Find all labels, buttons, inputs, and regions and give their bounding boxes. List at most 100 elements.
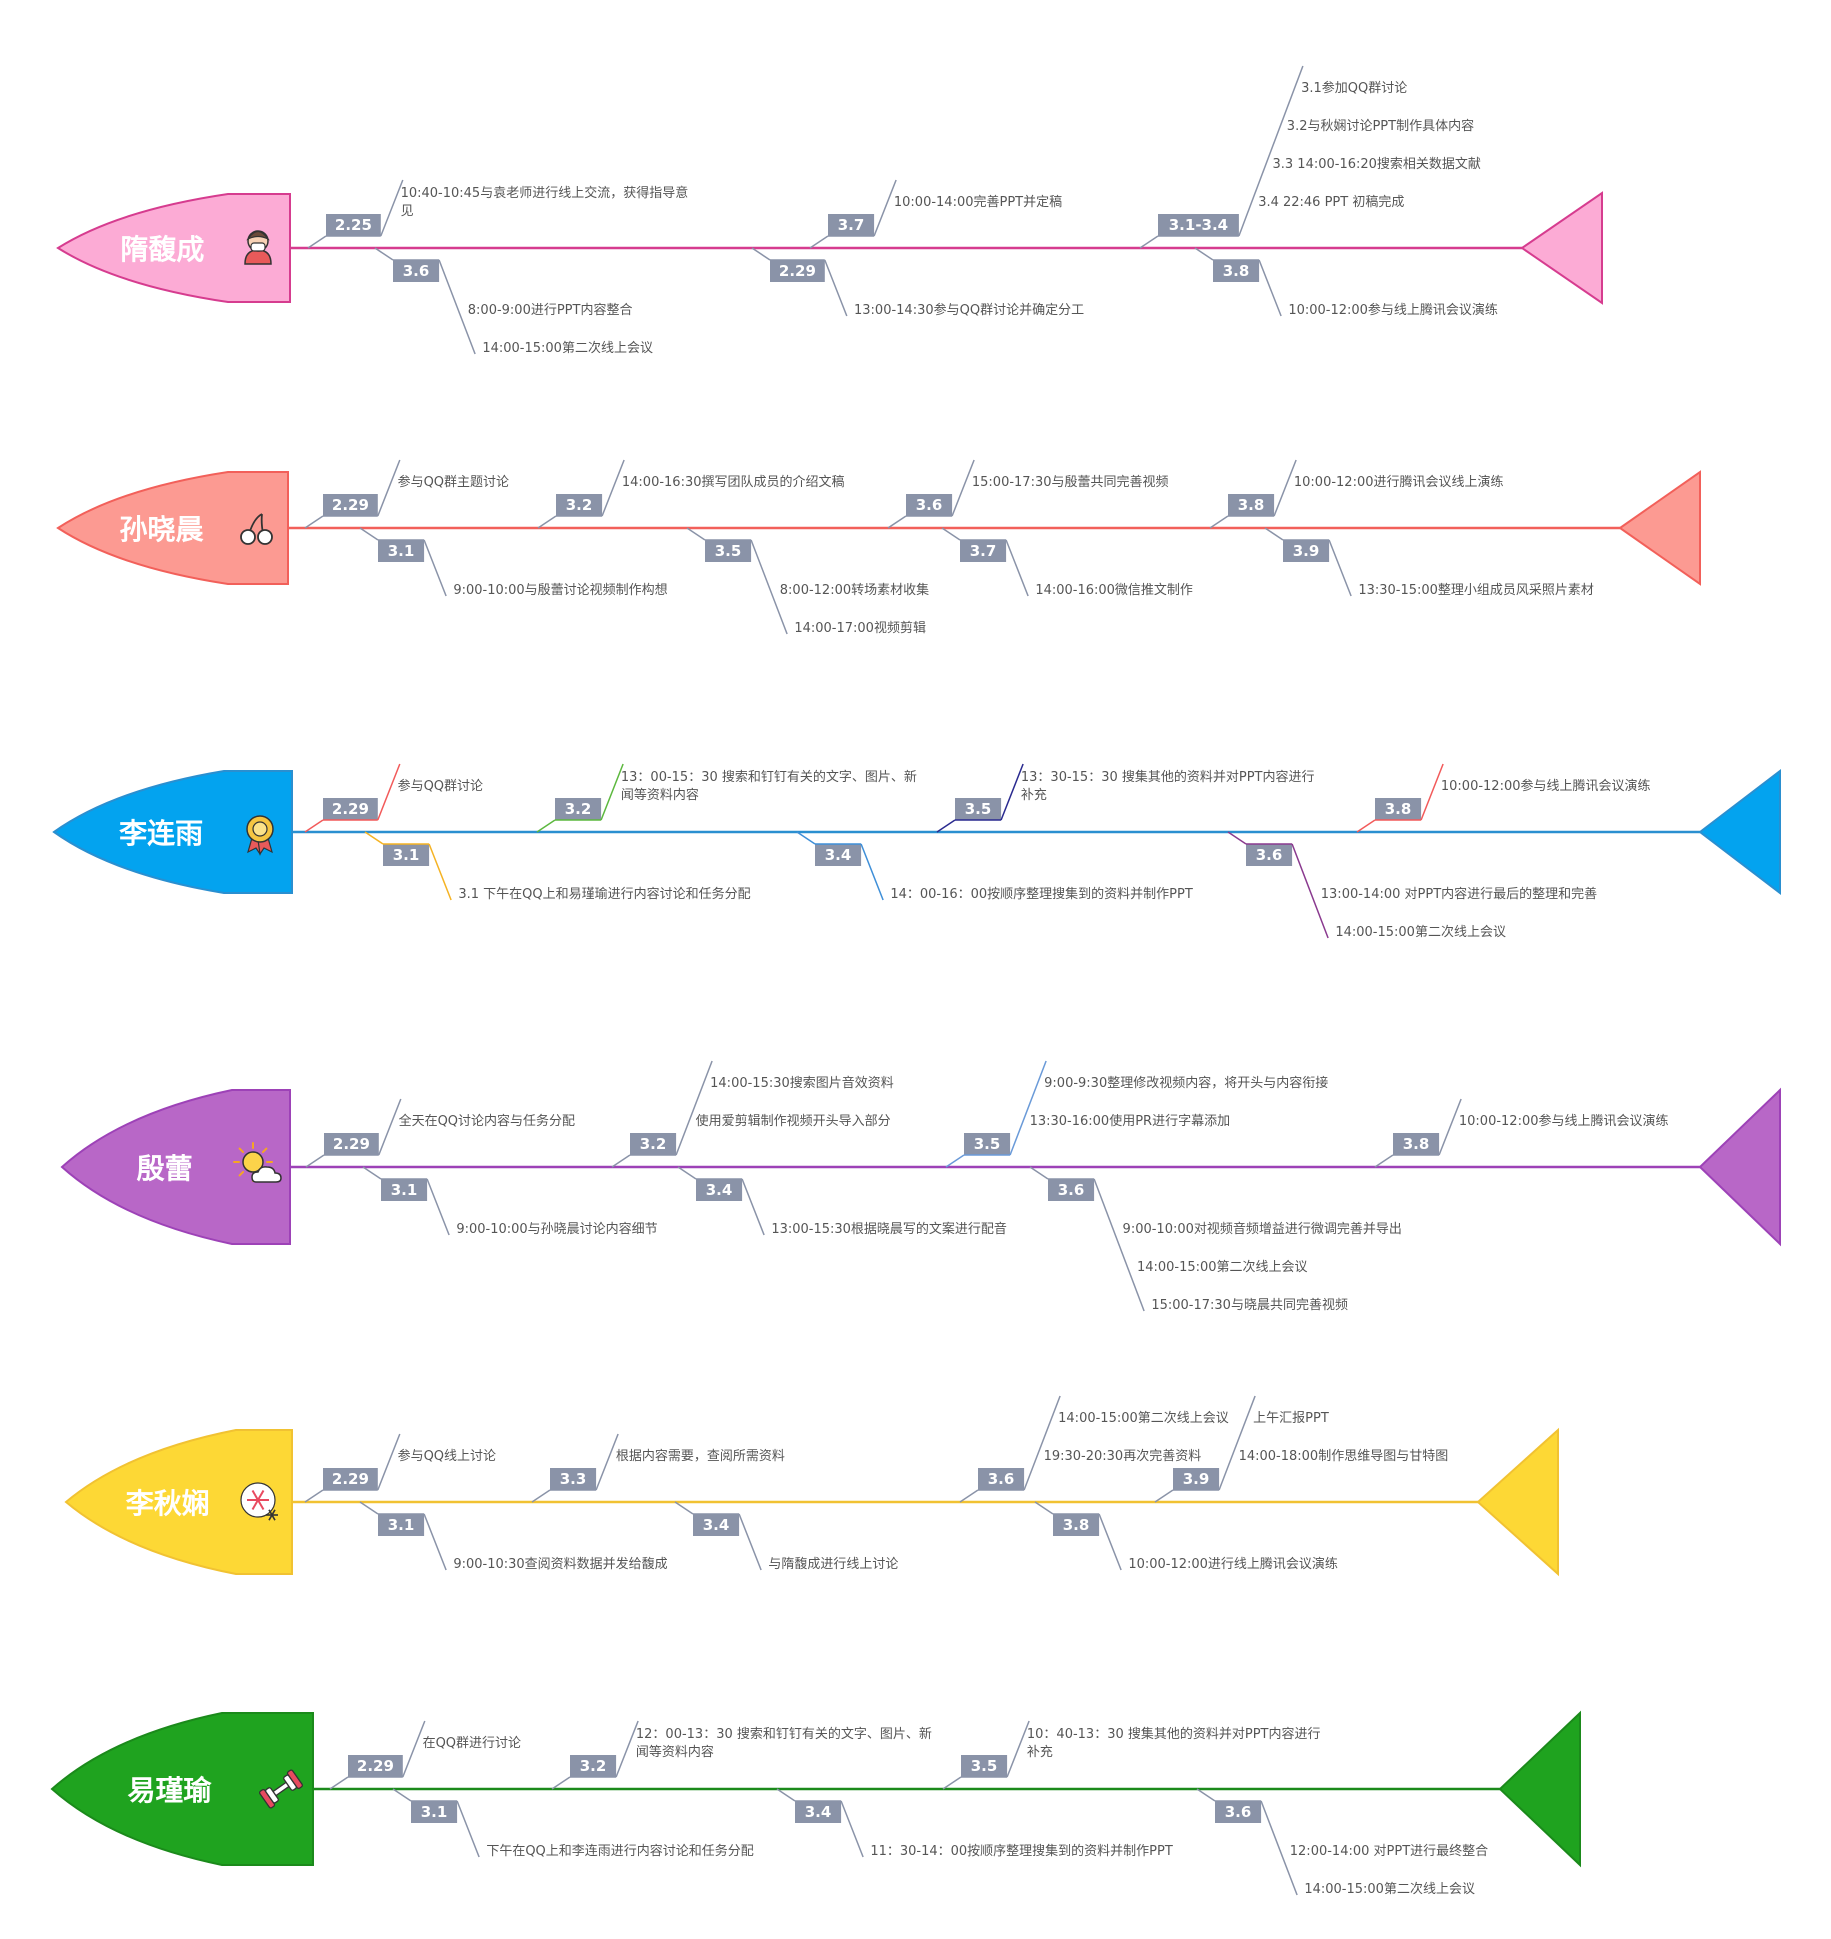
branch-bone [611, 1154, 631, 1168]
date-tag [326, 214, 381, 236]
date-tag [381, 1179, 428, 1201]
date-tag-label: 3.6 [988, 1470, 1015, 1488]
date-tag-label: 3.5 [965, 800, 992, 818]
branch-bone [359, 527, 379, 541]
item-stem [1438, 1098, 1462, 1156]
branch-bone [942, 1776, 962, 1790]
item-stem [378, 1098, 402, 1156]
item-stem [423, 1513, 447, 1571]
fish-tail [1618, 470, 1701, 586]
branch-item-text: 与隋馥成进行线上讨论 [768, 1557, 898, 1572]
branch-item-text: 13：30-15：30 搜集其他的资料并对PPT内容进行补充 [1021, 769, 1315, 803]
date-tag-label: 3.6 [1225, 1803, 1252, 1821]
branch-bone [677, 1166, 697, 1180]
branch-bone [536, 819, 556, 833]
branch-3.8: 3.8 10:00-12:00参与线上腾讯会议演练 [1374, 1098, 1669, 1168]
branch-bone [392, 1788, 412, 1802]
branch-3.1: 3.1 9:00-10:00与孙晓晨讨论内容细节 [362, 1166, 658, 1237]
branch-bone [362, 1166, 382, 1180]
date-tag-label: 3.4 [805, 1803, 832, 1821]
branch-3.6: 3.6 9:00-10:00对视频音频增益进行微调完善并导出 14:00-15:00… [1029, 1166, 1402, 1313]
branch-3.3: 3.3 根据内容需要，查阅所需资料 [531, 1433, 785, 1503]
fish-tail [1498, 1710, 1581, 1868]
snowflake-icon [240, 1482, 278, 1521]
branch-3.6: 3.6 14:00-15:00第二次线上会议 19:30-20:30再次完善资料 [959, 1395, 1229, 1503]
date-tag-label: 3.4 [703, 1516, 730, 1534]
branch-bone [1154, 1489, 1174, 1503]
date-tag [1246, 844, 1293, 866]
member-name: 孙晓晨 [119, 513, 204, 546]
item-stem [1238, 65, 1304, 237]
item-stem [1006, 1720, 1030, 1778]
date-tag [815, 844, 862, 866]
branch-3.4: 3.4 与隋馥成进行线上讨论 [674, 1501, 898, 1572]
branch-item-text: 10:00-14:00完善PPT并定稿 [894, 194, 1062, 210]
item-stem [1098, 1513, 1122, 1571]
branch-bone [1209, 515, 1229, 529]
date-tag [955, 798, 1002, 820]
date-tag-label: 3.1 [388, 542, 415, 560]
sun-cloud-icon [233, 1142, 282, 1183]
item-stem [1218, 1395, 1256, 1491]
branch-item-text: 11：30-14：00按顺序整理搜集到的资料并制作PPT [870, 1843, 1173, 1859]
branch-item-text: 9:00-10:00对视频音频增益进行微调完善并导出 [1123, 1221, 1402, 1237]
date-tag [1158, 214, 1239, 236]
date-tag [964, 1133, 1011, 1155]
date-tag [556, 494, 603, 516]
branch-bone [329, 1776, 349, 1790]
branch-item-text: 14：00-16：00按顺序整理搜集到的资料并制作PPT [890, 886, 1193, 902]
fishbone-row-5: 易瑾瑜2.29在QQ群进行讨论3.1下午在QQ上和李连雨进行内容讨论和任务分配3… [50, 1710, 1581, 1897]
item-stem [824, 259, 848, 317]
date-tag [411, 1801, 458, 1823]
branch-bone [1196, 1788, 1216, 1802]
branch-bone [531, 1489, 551, 1503]
branch-3.6: 3.6 15:00-17:30与殷蕾共同完善视频 [887, 459, 1169, 529]
date-tag [383, 844, 430, 866]
date-tag [795, 1801, 842, 1823]
branch-bone [537, 515, 557, 529]
item-stem [600, 763, 624, 821]
person-mask-icon [244, 230, 272, 265]
fishbone-row-0: 隋馥成 2.25 10:40-10:45与袁老师进行线上交流，获得指导意见 2.29 1… [56, 65, 1603, 356]
branch-item-text: 14:00-16:30撰写团队成员的介绍文稿 [622, 474, 845, 490]
branch-bone [936, 819, 956, 833]
item-stem [428, 843, 452, 901]
branch-3.2: 3.2 14:00-16:30撰写团队成员的介绍文稿 [537, 459, 845, 529]
date-tag-label: 3.1 [391, 1181, 418, 1199]
branch-item-text: 10:00-12:00参与线上腾讯会议演练 [1441, 778, 1651, 794]
date-tag [323, 1468, 378, 1490]
item-stem [377, 459, 401, 517]
branch-bone [1034, 1501, 1054, 1515]
branch-bone [1264, 527, 1284, 541]
fishbone-row-1: 孙晓晨 2.29 参与QQ群主题讨论 3.1 9:00-10:00与殷蕾讨论视频制作构想… [56, 459, 1701, 636]
date-tag [1048, 1179, 1095, 1201]
date-tag-label: 3.5 [974, 1135, 1001, 1153]
branch-bone [686, 527, 706, 541]
item-stem [1005, 539, 1029, 597]
date-tag [1053, 1514, 1100, 1536]
branch-3.5: 3.5 9:00-9:30整理修改视频内容，将开头与内容衔接 13:30-16:00… [945, 1060, 1328, 1168]
branch-2.25: 2.25 10:40-10:45与袁老师进行线上交流，获得指导意见 [307, 179, 688, 249]
fish-head [50, 1712, 314, 1866]
item-stem [951, 459, 975, 517]
branch-bone [751, 247, 771, 261]
branch-item-text: 9:00-10:30查阅资料数据并发给馥成 [453, 1556, 667, 1572]
item-stem [1093, 1178, 1145, 1312]
item-stem [601, 459, 625, 517]
date-tag-label: 3.2 [580, 1757, 607, 1775]
date-tag-label: 3.6 [916, 496, 943, 514]
date-tag-label: 3.2 [565, 800, 592, 818]
date-tag [696, 1179, 743, 1201]
branch-item-text: 13:30-16:00使用PR进行字幕添加 [1030, 1113, 1231, 1129]
branch-item-text: 3.1参加QQ群讨论 [1301, 80, 1407, 96]
branch-item-text: 9:00-10:00与孙晓晨讨论内容细节 [456, 1221, 657, 1237]
item-stem [840, 1800, 864, 1858]
date-tag [906, 494, 953, 516]
date-tag-label: 2.29 [332, 496, 369, 514]
fish-head [52, 770, 293, 894]
item-stem [423, 539, 447, 597]
branch-3.8: 3.8 10:00-12:00进行腾讯会议线上演练 [1209, 459, 1504, 529]
branch-bone [1029, 1166, 1049, 1180]
branch-item-text: 15:00-17:30与殷蕾共同完善视频 [972, 474, 1169, 490]
